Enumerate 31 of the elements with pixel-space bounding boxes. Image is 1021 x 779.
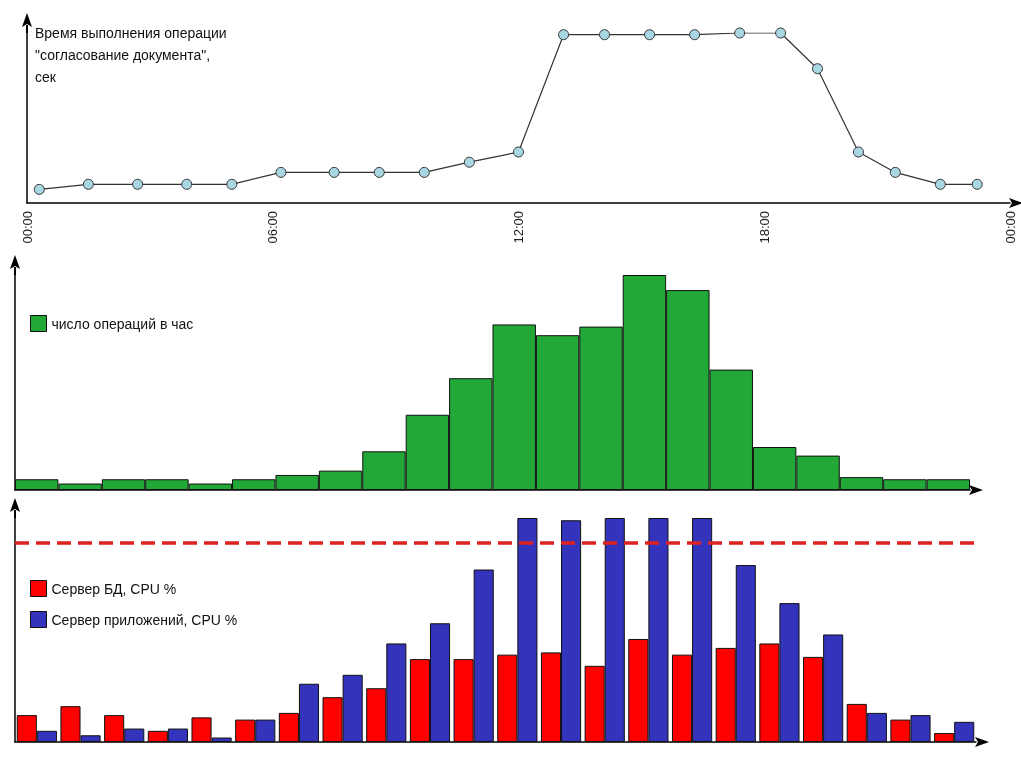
x-tick-label: 00:00 (1002, 211, 1018, 244)
point (132, 178, 144, 190)
point (463, 156, 475, 168)
point (934, 178, 946, 190)
x-tick-label: 00:00 (19, 211, 35, 244)
x-tick-label: 06:00 (265, 211, 281, 244)
point (82, 178, 94, 190)
point (33, 183, 45, 195)
y-axis-title: Время выполнения операции "согласование документа", сек (35, 25, 231, 85)
x-tick-label: 12:00 (511, 211, 526, 244)
point (275, 166, 287, 178)
point (644, 29, 656, 41)
point (775, 27, 787, 39)
point (599, 29, 611, 41)
point (373, 166, 385, 178)
point (328, 166, 340, 178)
point (513, 146, 524, 158)
point (812, 63, 823, 75)
point (418, 166, 430, 178)
point (226, 178, 238, 190)
point (971, 178, 983, 190)
point (734, 27, 746, 39)
point (181, 178, 193, 190)
point (852, 146, 864, 158)
point (689, 29, 701, 41)
point (889, 166, 901, 178)
legend-label: число операций в час (51, 315, 194, 332)
legend-label: Сервер приложений, CPU % (51, 611, 238, 628)
x-tick-label: 18:00 (756, 211, 772, 244)
point (558, 29, 570, 41)
legend-label: Сервер БД, CPU % (51, 580, 177, 597)
